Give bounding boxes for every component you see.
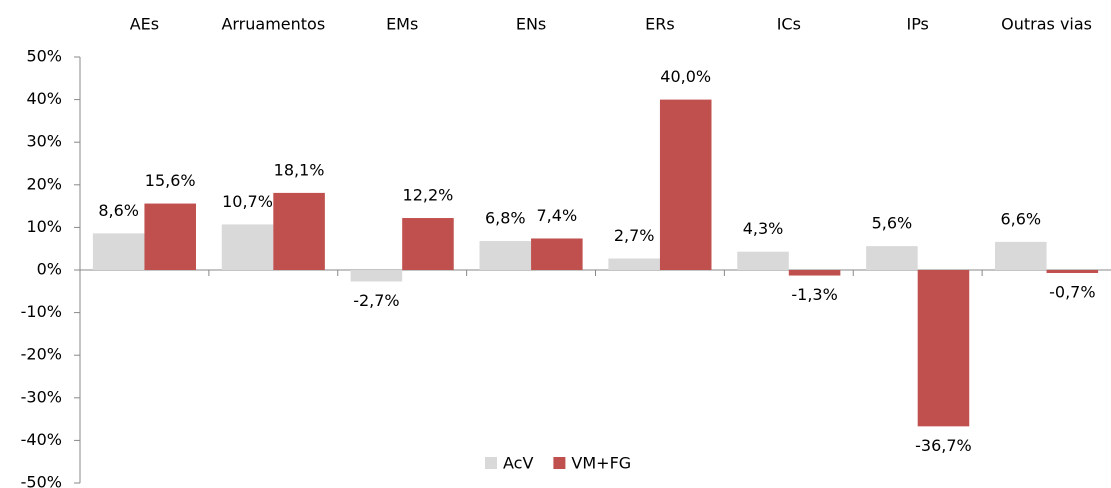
y-tick-label: -50%: [21, 473, 62, 488]
category-label: EMs: [386, 15, 418, 34]
data-label: 10,7%: [222, 192, 273, 211]
data-label: -0,7%: [1049, 282, 1095, 301]
bar: [917, 270, 970, 427]
legend-label: VM+FG: [571, 454, 631, 473]
bar: [144, 203, 196, 270]
data-label: 6,8%: [485, 209, 526, 228]
data-label: 5,6%: [872, 214, 913, 233]
y-tick-label: 40%: [26, 89, 62, 108]
bar: [402, 218, 454, 270]
y-tick-label: 20%: [26, 174, 62, 193]
bar: [1046, 270, 1099, 273]
data-label: 6,6%: [1000, 209, 1041, 228]
y-tick-label: -10%: [21, 302, 62, 321]
data-label: 8,6%: [98, 201, 139, 220]
data-label: 12,2%: [403, 186, 454, 205]
bar: [221, 224, 274, 270]
data-label: 18,1%: [274, 160, 325, 179]
bar: [788, 270, 841, 276]
data-label: -1,3%: [791, 285, 837, 304]
y-tick-label: 0%: [37, 260, 62, 279]
y-tick-label: -40%: [21, 430, 62, 449]
bar: [659, 99, 712, 270]
y-tick-label: 50%: [26, 47, 62, 66]
bar: [92, 233, 145, 270]
y-tick-label: 10%: [26, 217, 62, 236]
category-label: ERs: [645, 15, 675, 34]
y-tick-label: 30%: [26, 132, 62, 151]
legend-swatch: [485, 457, 497, 469]
bar: [737, 251, 789, 270]
data-label: 2,7%: [614, 226, 655, 245]
category-label: Arruamentos: [221, 15, 325, 34]
category-label: ICs: [777, 15, 801, 34]
data-label: 7,4%: [537, 206, 578, 225]
bar: [608, 258, 660, 270]
bar: [531, 238, 583, 270]
bar: [273, 192, 325, 270]
bar: [479, 241, 532, 270]
data-label: -36,7%: [915, 436, 972, 455]
data-label: -2,7%: [353, 291, 399, 310]
category-label: ENs: [516, 15, 546, 34]
bar: [350, 270, 403, 282]
y-tick-label: -30%: [21, 387, 62, 406]
data-label: 4,3%: [743, 219, 784, 238]
bar: [866, 246, 918, 270]
y-tick-label: -20%: [21, 345, 62, 364]
category-label: Outras vias: [1001, 15, 1092, 34]
legend-swatch: [553, 457, 566, 469]
data-label: 40,0%: [660, 67, 711, 86]
bar: [995, 241, 1047, 270]
legend-label: AcV: [503, 454, 533, 473]
data-label: 15,6%: [145, 171, 196, 190]
category-label: AEs: [130, 15, 159, 34]
category-label: IPs: [906, 15, 928, 34]
